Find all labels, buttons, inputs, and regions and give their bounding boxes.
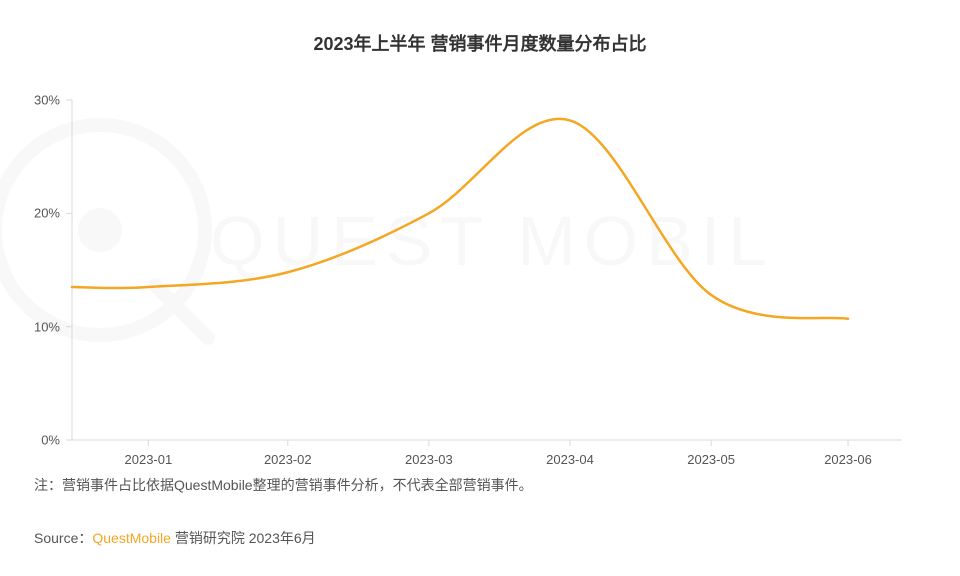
y-tick-label: 0% bbox=[41, 433, 60, 448]
x-tick-label: 2023-03 bbox=[405, 452, 453, 467]
y-tick-label: 30% bbox=[34, 93, 60, 108]
x-tick-label: 2023-01 bbox=[125, 452, 173, 467]
plot-area: 0%10%20%30% 2023-012023-022023-032023-04… bbox=[72, 100, 902, 440]
chart-title: 2023年上半年 营销事件月度数量分布占比 bbox=[0, 30, 960, 56]
x-tick-label: 2023-04 bbox=[546, 452, 594, 467]
chart-source: Source：QuestMobile 营销研究院 2023年6月 bbox=[34, 528, 316, 548]
x-tick-label: 2023-05 bbox=[687, 452, 735, 467]
source-label: Source： bbox=[34, 530, 92, 546]
source-suffix: 营销研究院 2023年6月 bbox=[171, 530, 316, 546]
y-tick-label: 20% bbox=[34, 206, 60, 221]
x-tick-label: 2023-06 bbox=[824, 452, 872, 467]
source-brand: QuestMobile bbox=[92, 530, 171, 546]
x-tick-label: 2023-02 bbox=[264, 452, 312, 467]
chart-note: 注：营销事件占比依据QuestMobile整理的营销事件分析，不代表全部营销事件… bbox=[34, 475, 533, 495]
note-text: 营销事件占比依据QuestMobile整理的营销事件分析，不代表全部营销事件。 bbox=[62, 477, 533, 493]
y-tick-label: 10% bbox=[34, 319, 60, 334]
line-chart-svg bbox=[72, 100, 902, 460]
chart-container: 2023年上半年 营销事件月度数量分布占比 QUEST MOBILE 0%10%… bbox=[0, 0, 960, 576]
note-prefix: 注： bbox=[34, 477, 62, 493]
